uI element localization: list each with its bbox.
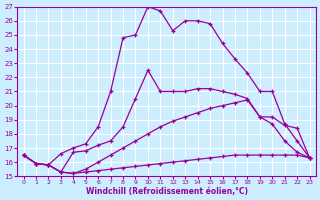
X-axis label: Windchill (Refroidissement éolien,°C): Windchill (Refroidissement éolien,°C) <box>85 187 248 196</box>
